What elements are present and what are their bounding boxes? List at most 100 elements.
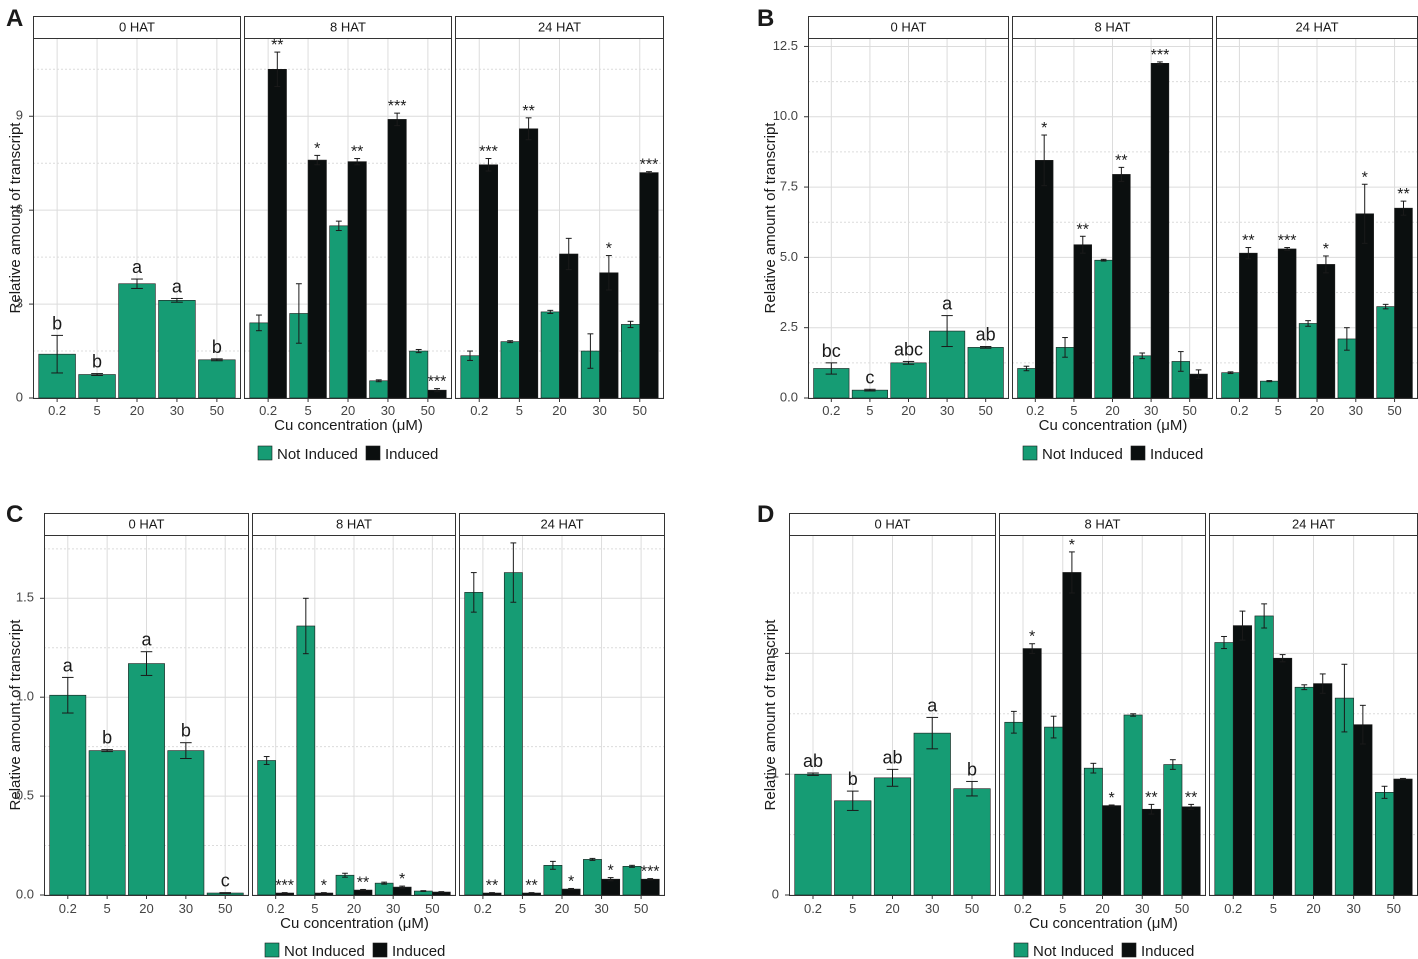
x-tick-label: 5: [519, 901, 526, 916]
not-induced-bar: [620, 324, 641, 399]
induced-annotation: *: [1362, 169, 1368, 186]
y-tick-label: 0.0: [780, 389, 798, 404]
not-induced-bar: [1294, 686, 1314, 896]
y-tick-label: 0.5: [16, 788, 34, 803]
x-tick-label: 50: [421, 403, 435, 418]
legend-label-induced: Induced: [1150, 446, 1203, 463]
not-induced-annotation: b: [52, 313, 62, 333]
not-induced-annotation: ab: [882, 747, 902, 767]
induced-annotation: ***: [275, 878, 294, 895]
not-induced-annotation: b: [848, 769, 858, 789]
not-induced-bar: [167, 750, 205, 896]
x-tick-label: 0.2: [259, 403, 277, 418]
induced-annotation: ***: [388, 98, 407, 115]
facet-title: 24 HAT: [538, 19, 581, 34]
x-tick-label: 0.2: [267, 901, 285, 916]
x-tick-label: 20: [1310, 403, 1324, 418]
induced-annotation: *: [1109, 790, 1115, 807]
x-tick-label: 5: [1059, 901, 1066, 916]
induced-bar: [1316, 264, 1336, 399]
not-induced-bar: [1163, 764, 1183, 896]
x-tick-label: 5: [849, 901, 856, 916]
panel-letter: D: [757, 501, 774, 528]
x-tick-label: 20: [1306, 901, 1320, 916]
induced-bar: [519, 128, 539, 399]
induced-annotation: ***: [641, 864, 660, 881]
induced-annotation: **: [357, 874, 369, 891]
facet-title: 8 HAT: [336, 516, 372, 531]
panel-c: C Relative amount of transcript 0.0 0.5 1.0 1…: [6, 501, 665, 959]
legend: Not Induced Induced: [1022, 445, 1203, 463]
x-tick-label: 50: [1175, 901, 1189, 916]
panel-letter: A: [6, 5, 23, 32]
induced-annotation: **: [351, 144, 363, 161]
legend-label-not-induced: Not Induced: [277, 446, 358, 463]
x-axis-label: Cu concentration (μM): [1039, 417, 1188, 434]
facet-title: 0 HAT: [875, 516, 911, 531]
facet-title: 8 HAT: [330, 19, 366, 34]
x-tick-label: 0.2: [1026, 403, 1044, 418]
legend-swatch-induced: [1121, 942, 1137, 958]
x-tick-label: 0.2: [470, 403, 488, 418]
not-induced-bar: [1044, 726, 1064, 896]
y-tick-label: 3: [16, 296, 23, 311]
induced-bar: [1239, 252, 1258, 399]
induced-annotation: ***: [428, 374, 447, 391]
legend-label-not-induced: Not Induced: [284, 943, 365, 959]
x-tick-label: 50: [634, 901, 648, 916]
induced-annotation: *: [399, 871, 405, 888]
induced-bar: [599, 272, 619, 399]
not-induced-annotation: b: [181, 721, 191, 741]
x-tick-label: 50: [1387, 403, 1401, 418]
x-tick-label: 20: [347, 901, 361, 916]
y-tick-label: 1.5: [16, 590, 34, 605]
not-induced-bar: [158, 300, 196, 399]
x-tick-label: 20: [555, 901, 569, 916]
x-tick-label: 0.2: [59, 901, 77, 916]
induced-bar: [1273, 657, 1293, 896]
not-induced-bar: [540, 311, 560, 399]
facet-title: 24 HAT: [540, 516, 583, 531]
not-induced-annotation: b: [92, 352, 102, 372]
induced-annotation: **: [1145, 789, 1157, 806]
panel-letter: C: [6, 501, 23, 528]
not-induced-bar: [583, 859, 602, 896]
not-induced-bar: [503, 572, 523, 896]
induced-annotation: **: [525, 878, 537, 895]
not-induced-bar: [257, 760, 276, 896]
x-tick-label: 0.2: [804, 901, 822, 916]
not-induced-annotation: b: [967, 759, 977, 779]
not-induced-annotation: a: [63, 655, 74, 675]
induced-bar: [1141, 808, 1161, 896]
x-tick-label: 20: [1105, 403, 1119, 418]
x-tick-label: 50: [1182, 403, 1196, 418]
facet-title: 24 HAT: [1292, 516, 1335, 531]
induced-annotation: **: [1185, 789, 1197, 806]
facet-title: 0 HAT: [891, 19, 927, 34]
not-induced-bar: [460, 355, 480, 399]
x-tick-label: 50: [218, 901, 232, 916]
not-induced-bar: [890, 362, 927, 399]
y-tick-label: 9: [16, 108, 23, 123]
panel-a: A Relative amount of transcript 0 3 6 9 0 HAT b…: [6, 5, 664, 463]
induced-annotation: **: [486, 878, 498, 895]
induced-annotation: *: [314, 140, 320, 157]
induced-bar: [640, 878, 660, 896]
induced-bar: [1112, 174, 1131, 399]
x-tick-label: 20: [552, 403, 566, 418]
x-tick-label: 30: [940, 403, 954, 418]
not-induced-bar: [329, 225, 349, 399]
y-tick-label: 6: [16, 202, 23, 217]
induced-annotation: ***: [640, 157, 659, 174]
not-induced-annotation: ab: [803, 751, 823, 771]
induced-annotation: **: [522, 103, 534, 120]
induced-bar: [639, 172, 659, 399]
y-tick-label: 2: [772, 645, 779, 660]
x-tick-label: 0.2: [1224, 901, 1242, 916]
y-tick-label: 0: [16, 389, 23, 404]
